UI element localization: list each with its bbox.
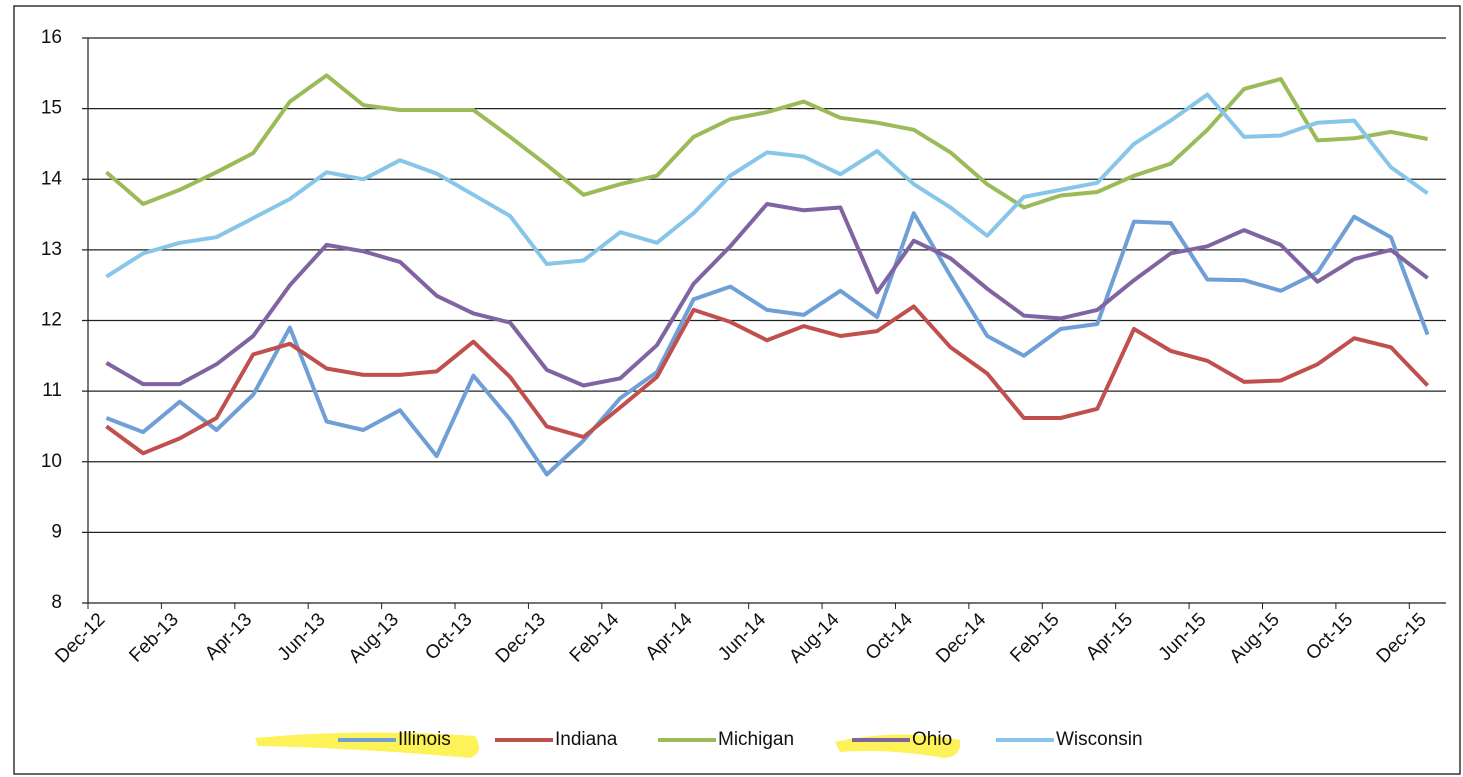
y-tick-label: 16 — [41, 27, 62, 48]
y-tick-label: 14 — [41, 168, 63, 189]
legend-label: Wisconsin — [1056, 729, 1143, 750]
series-line — [105, 73, 1428, 210]
y-tick-label: 12 — [41, 310, 62, 331]
y-tick-label: 8 — [51, 592, 62, 613]
y-tick-label: 11 — [42, 380, 62, 401]
legend-label: Michigan — [718, 729, 794, 750]
y-tick-label: 10 — [41, 451, 62, 472]
highlight — [255, 732, 479, 758]
legend-label: Indiana — [555, 729, 618, 750]
series-line — [105, 92, 1429, 279]
y-tick-label: 13 — [41, 239, 62, 260]
y-tick-label: 9 — [51, 521, 62, 542]
series-line — [105, 202, 1429, 388]
legend-label: Ohio — [912, 729, 952, 750]
y-tick-label: 15 — [41, 98, 62, 119]
series-line — [105, 211, 1430, 477]
series-line — [105, 304, 1430, 456]
legend-label: Illinois — [398, 729, 451, 750]
